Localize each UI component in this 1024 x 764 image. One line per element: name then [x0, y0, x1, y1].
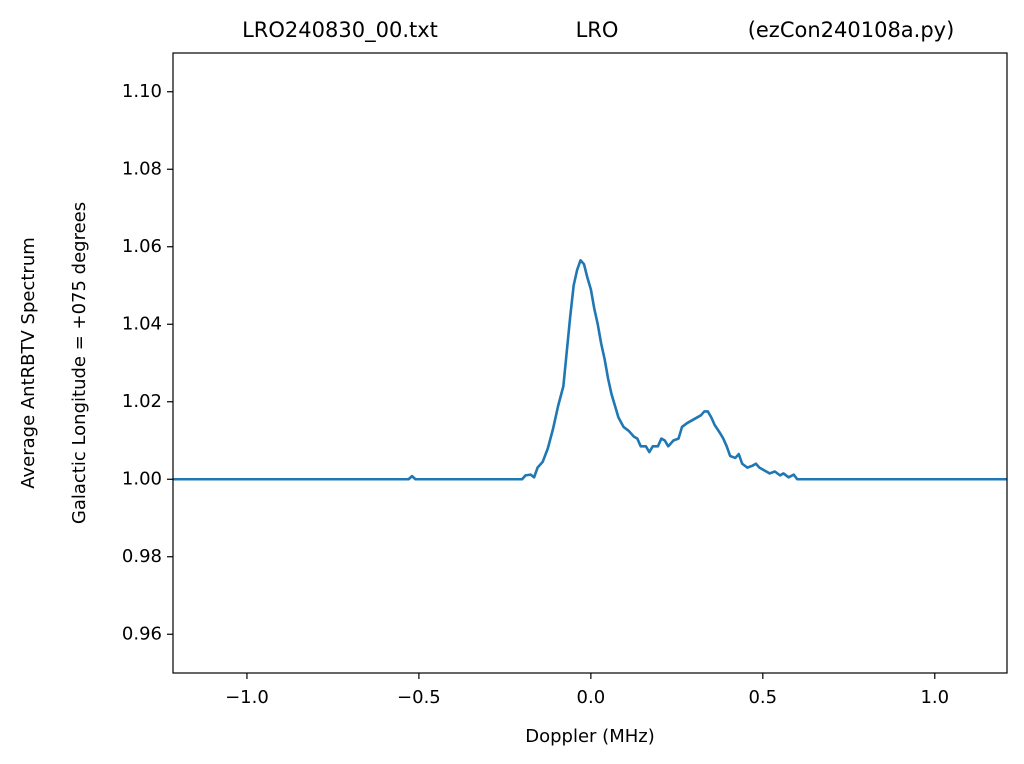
x-tick-label: 0.0: [577, 687, 606, 708]
line-series: [173, 259, 1007, 481]
chart-title: LRO: [576, 18, 619, 42]
y-tick-label: 0.98: [122, 546, 162, 567]
x-axis-label: Doppler (MHz): [525, 726, 654, 747]
y-tick-label: 1.00: [122, 468, 162, 489]
y-tick-label: 1.02: [122, 391, 162, 412]
chart-title: (ezCon240108a.py): [748, 18, 955, 42]
plot-frame: [172, 52, 1008, 674]
y-tick-label: 1.10: [122, 81, 162, 102]
x-tick-label: −0.5: [397, 687, 441, 708]
x-tick-label: −1.0: [225, 687, 269, 708]
y-tick-label: 0.96: [122, 623, 162, 644]
y-tick-label: 1.08: [122, 158, 162, 179]
y-tick-label: 1.06: [122, 236, 162, 257]
y-axis-label: Average AntRBTV Spectrum: [18, 237, 39, 489]
y-tick-label: 1.04: [122, 313, 162, 334]
chart-title: LRO240830_00.txt: [242, 18, 438, 43]
x-tick-label: 0.5: [748, 687, 777, 708]
y-axis-label: Galactic Longitude = +075 degrees: [69, 202, 90, 524]
x-tick-label: 1.0: [920, 687, 949, 708]
